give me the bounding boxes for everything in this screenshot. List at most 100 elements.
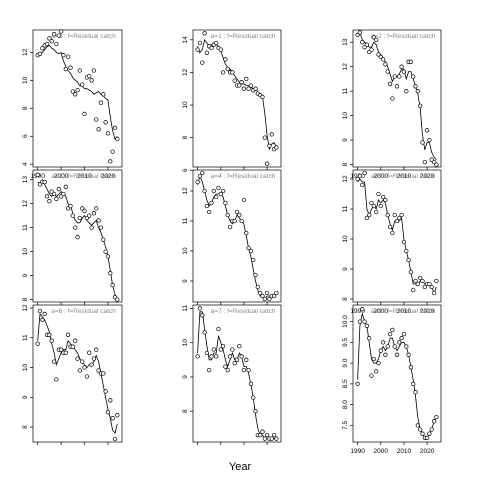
observed-point [260, 94, 265, 100]
observed-point [220, 188, 226, 194]
observed-point [101, 92, 106, 97]
plot-frame [192, 29, 282, 168]
observed-point [94, 347, 99, 352]
observed-point [218, 191, 223, 197]
fitted-line [37, 44, 118, 140]
observed-point [204, 350, 210, 356]
observed-point [68, 65, 73, 70]
observed-point [251, 395, 256, 400]
observed-point [35, 341, 40, 346]
observed-point [420, 140, 425, 145]
observed-point [390, 230, 395, 236]
observed-point [65, 332, 71, 337]
observed-point [267, 143, 272, 148]
x-tick-label: 2010 [397, 308, 412, 315]
y-tick-label: 6 [182, 168, 189, 172]
x-tick-label: 2020 [420, 173, 435, 180]
observed-point [355, 381, 360, 387]
y-tick-label: 7.5 [342, 420, 349, 429]
y-tick-label: 10 [182, 247, 189, 255]
observed-point [101, 371, 106, 376]
y-tick-label: 9 [182, 375, 189, 379]
panel-grid: a=3 : f=Residual catch 4 6 8 10 12 1990 2000 201… [22, 29, 442, 455]
observed-point [202, 330, 207, 335]
observed-point [385, 344, 390, 349]
observed-point [220, 343, 226, 349]
observed-point [211, 347, 216, 352]
observed-point [75, 356, 80, 361]
observed-point [223, 364, 228, 369]
observed-point [49, 39, 54, 44]
x-tick-label: 2010 [77, 173, 92, 180]
y-tick-label: 10 [342, 235, 349, 243]
observed-point [103, 389, 108, 394]
observed-point [202, 31, 207, 36]
observed-point [197, 306, 203, 311]
observed-point [394, 352, 400, 357]
panel-title: a=3 : f=Residual catch [51, 33, 116, 40]
plot-frame [352, 304, 442, 443]
observed-point [248, 248, 254, 254]
panel-5: a=4 : f=Residual catch 9 10 11 12 [182, 169, 282, 305]
observed-point [110, 149, 115, 154]
observed-point [47, 332, 52, 337]
observed-point [404, 344, 409, 349]
panel-title: a=1 : f=Residual catch [211, 33, 276, 40]
observed-point [232, 78, 237, 83]
panel-title: a=2 : f=Residual catch [371, 33, 436, 40]
fitted-line [37, 178, 118, 300]
observed-point [68, 203, 73, 209]
observed-point [89, 362, 94, 367]
observed-point [434, 278, 439, 284]
observed-point [415, 423, 420, 428]
y-tick-label: 12 [22, 48, 29, 56]
panel-title: a=4 : f=Residual catch [211, 173, 276, 180]
x-tick-label: 2000 [374, 448, 389, 455]
observed-point [82, 111, 87, 117]
observed-point [369, 47, 374, 52]
observed-point [371, 35, 376, 40]
observed-point [244, 76, 249, 82]
observed-point [108, 398, 113, 403]
observed-point [380, 340, 386, 345]
observed-point [374, 369, 379, 374]
observed-point [394, 84, 400, 89]
observed-point [246, 86, 251, 91]
y-tick-label: 11 [22, 224, 29, 231]
panel-title: a=3 : f=Residual catch [51, 173, 116, 180]
x-tick-label: 2000 [374, 173, 389, 180]
observed-point [108, 159, 113, 164]
y-tick-label: 11 [342, 205, 349, 212]
observed-point [227, 224, 233, 230]
observed-point [364, 323, 370, 328]
y-tick-label: 10.0 [342, 315, 349, 328]
observed-point [105, 254, 111, 259]
observed-point [105, 131, 111, 136]
y-tick-label: 8 [182, 409, 189, 413]
observed-point [223, 57, 228, 62]
y-tick-label: 8 [22, 106, 29, 110]
observed-point [230, 347, 235, 352]
observed-point [44, 41, 50, 47]
observed-point [209, 45, 214, 51]
observed-point [387, 224, 393, 230]
panel-title: a=6 : f=Residual catch [51, 308, 116, 315]
observed-point [42, 179, 47, 185]
y-tick-label: 10 [22, 248, 29, 256]
observed-point [274, 436, 279, 441]
panel-1: a=3 : f=Residual catch468101219902000201… [22, 29, 123, 180]
observed-point [408, 269, 414, 275]
observed-point [44, 194, 50, 199]
observed-point [424, 435, 430, 440]
x-tick-label: 2020 [420, 448, 435, 455]
observed-point [87, 350, 92, 355]
observed-point [239, 354, 244, 359]
observed-point [103, 249, 108, 254]
observed-point [269, 132, 274, 137]
observed-point [54, 41, 59, 47]
observed-point [234, 357, 240, 362]
observed-point [87, 213, 92, 218]
observed-point [401, 331, 407, 337]
observed-point [214, 194, 219, 200]
